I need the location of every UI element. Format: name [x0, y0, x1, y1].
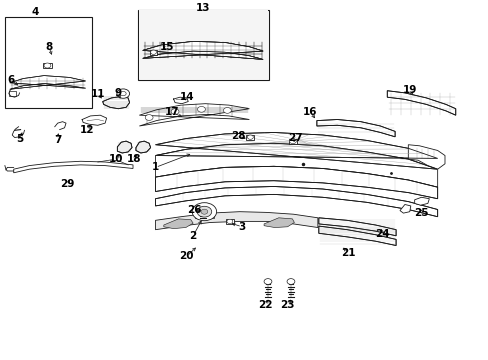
Polygon shape — [10, 76, 85, 89]
Bar — [43, 63, 52, 68]
Circle shape — [226, 219, 232, 224]
Polygon shape — [316, 120, 394, 137]
Text: 10: 10 — [109, 154, 123, 164]
Polygon shape — [399, 204, 410, 213]
Text: 12: 12 — [80, 125, 94, 135]
Polygon shape — [14, 161, 133, 173]
Polygon shape — [142, 41, 263, 59]
Text: 1: 1 — [152, 162, 159, 172]
Polygon shape — [82, 115, 106, 125]
Text: 26: 26 — [187, 204, 202, 215]
Text: 28: 28 — [231, 131, 245, 141]
Text: 6: 6 — [7, 75, 14, 85]
Circle shape — [289, 139, 296, 144]
Polygon shape — [155, 212, 317, 230]
Bar — [246, 135, 254, 140]
Circle shape — [120, 91, 126, 96]
Polygon shape — [136, 141, 150, 153]
Polygon shape — [117, 141, 132, 153]
Text: 9: 9 — [115, 88, 122, 98]
Bar — [5, 17, 92, 108]
Circle shape — [286, 279, 294, 284]
Text: 21: 21 — [340, 248, 355, 258]
Circle shape — [197, 107, 205, 112]
Polygon shape — [414, 197, 428, 205]
Circle shape — [44, 63, 51, 68]
Polygon shape — [173, 97, 188, 104]
Circle shape — [247, 135, 253, 139]
Bar — [194, 211, 214, 218]
Bar — [9, 91, 16, 96]
Polygon shape — [55, 122, 66, 130]
Text: 29: 29 — [60, 179, 75, 189]
Polygon shape — [155, 143, 437, 187]
Circle shape — [223, 108, 231, 113]
Text: 3: 3 — [238, 222, 245, 232]
Circle shape — [192, 203, 216, 221]
Text: 24: 24 — [374, 229, 389, 239]
Polygon shape — [155, 132, 437, 169]
Text: 7: 7 — [54, 135, 61, 145]
Text: 4: 4 — [31, 6, 39, 17]
Circle shape — [201, 209, 207, 214]
Bar — [288, 139, 297, 144]
Text: 25: 25 — [413, 208, 428, 218]
Text: 15: 15 — [160, 42, 174, 52]
Text: 16: 16 — [303, 107, 317, 117]
Text: 22: 22 — [257, 300, 272, 310]
Polygon shape — [163, 219, 193, 229]
Polygon shape — [155, 166, 437, 199]
Circle shape — [171, 109, 179, 114]
Polygon shape — [102, 96, 129, 109]
Bar — [225, 219, 233, 224]
Text: 5: 5 — [16, 134, 23, 144]
Bar — [149, 50, 157, 55]
Bar — [139, 10, 268, 79]
Polygon shape — [318, 226, 395, 246]
Circle shape — [145, 114, 153, 120]
Text: 17: 17 — [164, 107, 179, 117]
Circle shape — [264, 279, 271, 284]
Circle shape — [117, 89, 129, 98]
Text: 2: 2 — [189, 231, 196, 241]
Polygon shape — [142, 41, 263, 59]
Bar — [138, 10, 269, 80]
Text: 27: 27 — [288, 132, 303, 143]
Text: 14: 14 — [179, 92, 194, 102]
Text: 23: 23 — [280, 300, 294, 310]
Text: 20: 20 — [179, 251, 194, 261]
Circle shape — [150, 50, 156, 54]
Text: 11: 11 — [90, 89, 105, 99]
Polygon shape — [318, 218, 395, 236]
Text: 8: 8 — [45, 42, 52, 52]
Text: 18: 18 — [127, 154, 142, 164]
Circle shape — [197, 206, 211, 217]
Polygon shape — [139, 104, 249, 126]
Polygon shape — [264, 218, 294, 228]
Text: 19: 19 — [402, 85, 416, 95]
Polygon shape — [386, 91, 455, 115]
Polygon shape — [155, 186, 437, 217]
Text: 13: 13 — [195, 3, 210, 13]
Polygon shape — [407, 145, 444, 169]
